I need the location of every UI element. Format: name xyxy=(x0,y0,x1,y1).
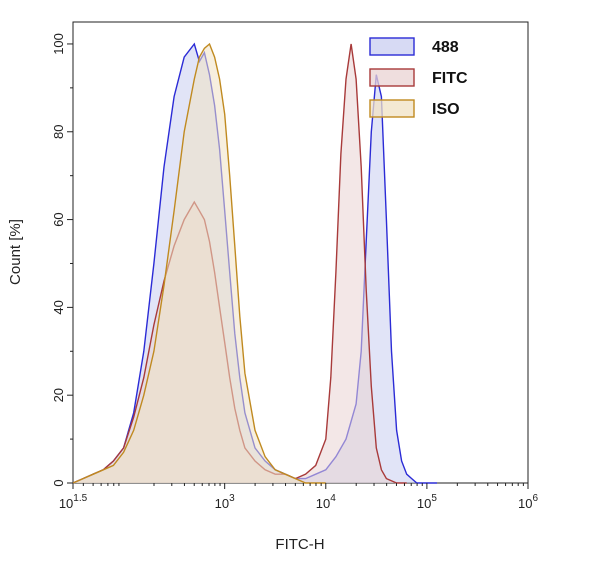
legend-label-488: 488 xyxy=(432,39,459,56)
y-tick-label: 20 xyxy=(51,388,66,402)
series-line-iso xyxy=(72,42,326,484)
y-tick-label: 60 xyxy=(51,212,66,226)
x-tick-label: 106 xyxy=(518,493,538,511)
x-tick-label: 103 xyxy=(215,493,235,511)
legend-label-iso: ISO xyxy=(432,101,460,118)
legend-swatch-488 xyxy=(369,37,415,56)
x-tick-label: 105 xyxy=(417,493,437,511)
x-tick-label: 104 xyxy=(316,493,336,511)
x-tick-label: 101.5 xyxy=(59,493,88,511)
series-layer xyxy=(72,42,437,484)
y-tick-label: 40 xyxy=(51,300,66,314)
y-tick-label: 0 xyxy=(51,479,66,486)
y-tick-label: 100 xyxy=(51,33,66,55)
x-axis-title: FITC-H xyxy=(275,536,324,553)
axis-layer: 101.5 103 104 105 106 0 20 40 60 80 100 xyxy=(51,33,538,511)
legend-swatch-iso xyxy=(369,99,415,118)
y-axis-title: Count [%] xyxy=(7,219,24,285)
series-area-iso xyxy=(73,44,326,483)
legend: 488 FITC ISO xyxy=(369,37,468,118)
legend-swatch-fitc xyxy=(369,68,415,87)
y-tick-label: 80 xyxy=(51,125,66,139)
legend-label-fitc: FITC xyxy=(432,70,468,87)
